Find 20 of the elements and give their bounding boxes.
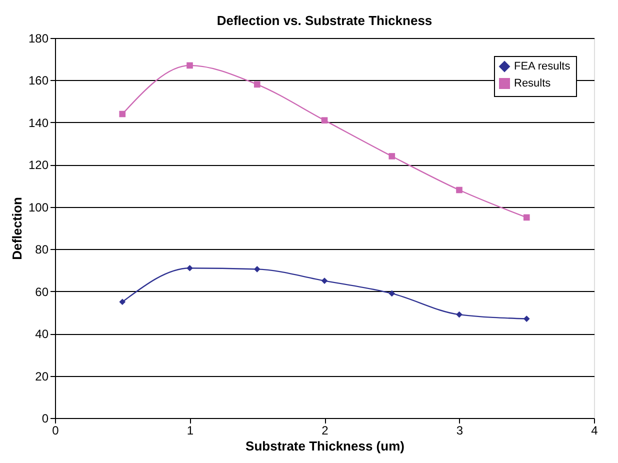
y-tick-label: 0 — [42, 412, 49, 426]
x-tick-label: 0 — [52, 424, 60, 438]
legend-label: FEA results — [514, 60, 571, 72]
y-tick-label: 20 — [35, 369, 49, 384]
x-tick-label: 1 — [186, 424, 194, 438]
y-tick-label: 80 — [35, 242, 49, 257]
y-tick-label: 140 — [28, 116, 49, 130]
y-tick-label: 100 — [28, 200, 49, 214]
y-tick-label: 180 — [28, 32, 49, 46]
chart-title: Deflection vs. Substrate Thickness — [216, 13, 432, 28]
x-tick-label: 3 — [456, 424, 464, 438]
x-tick-label: 4 — [591, 424, 598, 438]
x-axis-title: Substrate Thickness (um) — [246, 438, 404, 454]
y-tick-label: 40 — [35, 327, 49, 342]
legend-label: Results — [514, 78, 552, 90]
y-tick-label: 160 — [28, 74, 49, 88]
y-axis-title: Deflection — [9, 197, 24, 260]
y-tick-label: 60 — [35, 284, 49, 299]
y-tick-label: 120 — [28, 158, 49, 172]
x-tick-label: 2 — [322, 424, 329, 438]
